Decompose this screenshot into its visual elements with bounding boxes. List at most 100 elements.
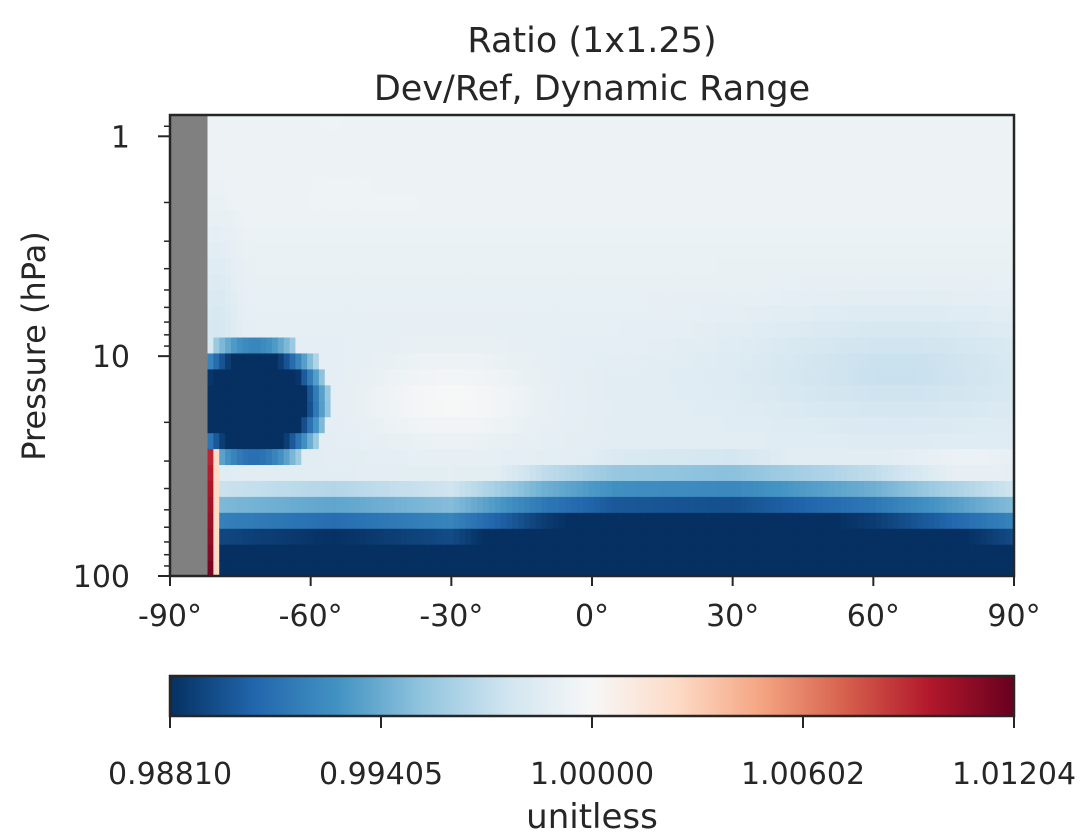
heatmap-cell [975, 336, 982, 354]
heatmap-cell [617, 416, 625, 434]
heatmap-cell [758, 225, 765, 242]
heatmap-cell [647, 368, 654, 386]
heatmap-cell [477, 528, 484, 545]
heatmap-cell [512, 368, 519, 386]
heatmap-cell [248, 368, 255, 386]
heatmap-cell [693, 209, 701, 226]
heatmap-cell [482, 368, 490, 386]
heatmap-cell [858, 273, 865, 290]
heatmap-cell [506, 496, 513, 513]
heatmap-cell [963, 115, 971, 131]
heatmap-cell [365, 209, 373, 226]
heatmap-cell [881, 305, 888, 322]
heatmap-cell [471, 352, 478, 370]
heatmap-cell [553, 432, 560, 450]
heatmap-cell [647, 305, 654, 322]
heatmap-cell [582, 161, 590, 179]
heatmap-cell [682, 544, 689, 561]
heatmap-cell [992, 209, 1000, 226]
heatmap-cell [992, 448, 1000, 466]
heatmap-cell [717, 512, 724, 529]
heatmap-cell [301, 225, 308, 242]
heatmap-cell [541, 129, 549, 147]
heatmap-cell [330, 193, 338, 211]
heatmap-cell [336, 496, 343, 513]
heatmap-cell [219, 400, 226, 418]
heatmap-cell [693, 416, 701, 434]
heatmap-cell [570, 273, 578, 290]
heatmap-cell [336, 241, 343, 258]
heatmap-cell [887, 145, 894, 163]
heatmap-cell [283, 448, 291, 466]
heatmap-cell [735, 512, 742, 529]
heatmap-cell [225, 241, 232, 258]
heatmap-cell [799, 544, 806, 561]
heatmap-cell [477, 289, 484, 306]
heatmap-cell [436, 336, 443, 354]
heatmap-cell [424, 129, 431, 147]
heatmap-cell [348, 305, 355, 322]
heatmap-cell [606, 161, 613, 179]
heatmap-cell [318, 464, 326, 481]
heatmap-cell [928, 305, 935, 322]
heatmap-cell [301, 193, 308, 211]
heatmap-cell [336, 512, 343, 529]
heatmap-cell [664, 384, 672, 402]
heatmap-cell [934, 416, 941, 434]
heatmap-cell [711, 448, 719, 466]
heatmap-cell [230, 161, 238, 179]
heatmap-cell [951, 177, 959, 195]
heatmap-cell [787, 305, 795, 322]
heatmap-cell [682, 416, 689, 434]
heatmap-cell [940, 560, 947, 576]
heatmap-cell [506, 512, 513, 529]
heatmap-cell [1010, 368, 1014, 386]
heatmap-cell [242, 432, 250, 450]
heatmap-cell [658, 432, 666, 450]
heatmap-cell [271, 432, 279, 450]
x-axis: -90° -60° -30° 0° 30° 60° 90° [138, 576, 1041, 634]
heatmap-cell [518, 448, 525, 466]
heatmap-cell [594, 528, 601, 545]
heatmap-cell [787, 560, 795, 576]
heatmap-cell [570, 432, 578, 450]
heatmap-cell [887, 336, 894, 354]
heatmap-cell [371, 177, 379, 195]
heatmap-cell [359, 209, 367, 226]
heatmap-cell [236, 257, 244, 274]
heatmap-cell [553, 416, 560, 434]
heatmap-cell [863, 177, 871, 195]
heatmap-cell [658, 544, 666, 561]
heatmap-cell [676, 384, 683, 402]
heatmap-cell [535, 161, 543, 179]
heatmap-cell [400, 400, 408, 418]
heatmap-cell [922, 225, 930, 242]
heatmap-cell [535, 384, 543, 402]
heatmap-cell [576, 416, 584, 434]
heatmap-cell [664, 352, 672, 370]
heatmap-cell [570, 209, 578, 226]
heatmap-cell [271, 225, 279, 242]
heatmap-cell [524, 448, 531, 466]
heatmap-cell [992, 512, 1000, 529]
heatmap-cell [570, 289, 578, 306]
heatmap-cell [910, 512, 918, 529]
heatmap-cell [324, 289, 332, 306]
heatmap-cell [1010, 400, 1014, 418]
heatmap-cell [453, 241, 461, 258]
heatmap-cell [242, 512, 250, 529]
heatmap-cell [271, 320, 279, 338]
heatmap-cell [963, 209, 971, 226]
heatmap-cell [453, 225, 461, 242]
heatmap-cell [822, 115, 830, 131]
heatmap-cell [893, 544, 900, 561]
heatmap-cell [524, 257, 531, 274]
heatmap-cell [869, 305, 877, 322]
heatmap-cell [858, 193, 865, 211]
heatmap-cell [828, 512, 836, 529]
heatmap-cell [752, 448, 760, 466]
heatmap-cell [1010, 161, 1014, 179]
heatmap-cell [688, 129, 695, 147]
heatmap-cell [594, 193, 601, 211]
heatmap-cell [863, 544, 871, 561]
